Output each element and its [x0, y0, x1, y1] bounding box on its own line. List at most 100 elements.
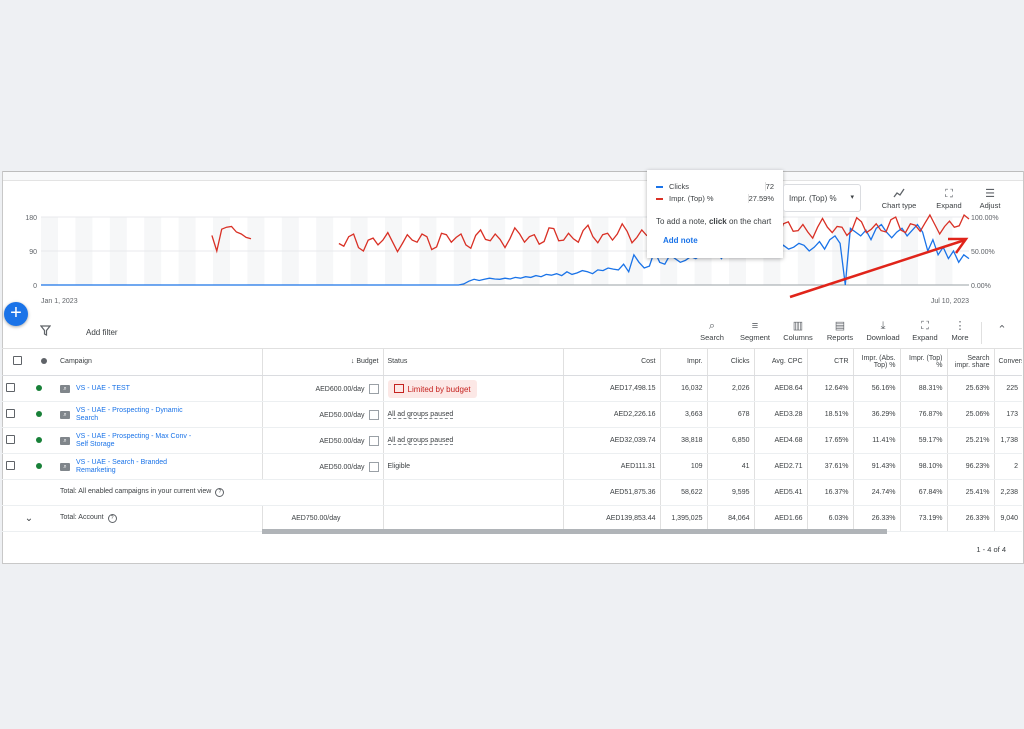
- cost-column-header[interactable]: Cost: [562, 348, 660, 376]
- clicks-column-header[interactable]: Clicks: [706, 348, 754, 376]
- cost-cell: AED32,039.74: [562, 427, 660, 454]
- row-checkbox[interactable]: [6, 461, 15, 470]
- impr-column-header[interactable]: Impr.: [659, 348, 707, 376]
- reports-button[interactable]: ▤ Reports: [823, 320, 857, 342]
- impr-cell: 38,818: [659, 427, 707, 454]
- x-end-label: Jul 10, 2023: [931, 298, 969, 305]
- row-select-cell[interactable]: [2, 375, 32, 402]
- collapse-button[interactable]: ⌃: [994, 324, 1010, 337]
- annotation-arrow: [789, 237, 969, 299]
- search-button[interactable]: ⌕ Search: [697, 320, 727, 342]
- left-axis-tick-label: 0: [33, 283, 37, 290]
- metric-select[interactable]: Impr. (Top) % ▾: [783, 184, 861, 212]
- help-icon[interactable]: ?: [107, 514, 117, 523]
- campaign-cell: ⌕ VS - UAE - TEST: [56, 375, 262, 402]
- line-chart-icon: [878, 188, 920, 201]
- status-text: Limited by budget: [407, 384, 471, 394]
- campaign-cell: ⌕ VS - UAE - Prospecting - Dynamic Search: [56, 401, 262, 428]
- table-expand-button[interactable]: ⛶ Expand: [908, 320, 942, 342]
- row-select-cell[interactable]: [2, 401, 32, 428]
- campaign-link[interactable]: VS - UAE - Search - Branded Remarketing: [76, 458, 168, 474]
- budget-cell: AED50.00/day: [261, 427, 383, 454]
- table-row[interactable]: ⌕ VS - UAE - Search - Branded Remarketing…: [2, 453, 1022, 480]
- expand-icon: ⛶: [945, 188, 953, 200]
- expand-icon: ⛶: [921, 320, 929, 332]
- budget-chart-icon[interactable]: [368, 435, 379, 446]
- reports-label: Reports: [826, 333, 854, 342]
- status-text[interactable]: All ad groups paused: [387, 411, 454, 419]
- table-row[interactable]: ⌕ VS - UAE - Prospecting - Dynamic Search…: [2, 401, 1022, 428]
- campaign-link[interactable]: VS - UAE - Prospecting - Dynamic Search: [76, 406, 183, 422]
- add-campaign-button[interactable]: +: [4, 302, 28, 326]
- select-all-cell[interactable]: [2, 348, 32, 376]
- columns-button[interactable]: ▥ Columns: [780, 320, 816, 342]
- search-share-cell: 96.23%: [946, 453, 994, 480]
- budget-chart-icon[interactable]: [368, 461, 379, 472]
- impr-cell: 3,663: [659, 401, 707, 428]
- ctr-column-header[interactable]: CTR: [806, 348, 853, 376]
- chart-tooltip: Clicks 72 Impr. (Top) % 27.59% To add a …: [647, 170, 783, 258]
- row-status-cell: [32, 401, 56, 428]
- campaigns-table: Campaign ↓ Budget Status Cost Impr. Clic…: [2, 348, 1022, 532]
- row-status-cell: [32, 375, 56, 402]
- empty-cell: [382, 505, 563, 532]
- search-icon: ⌕: [708, 320, 716, 332]
- row-checkbox[interactable]: [6, 409, 15, 418]
- segment-button[interactable]: ≡ Segment: [737, 320, 773, 342]
- impr-cell: 58,622: [659, 479, 707, 506]
- add-filter-button[interactable]: Add filter: [86, 328, 118, 337]
- status-cell: All ad groups paused: [382, 427, 563, 454]
- series-line-impr-top-: [211, 225, 252, 254]
- help-icon[interactable]: ?: [215, 488, 225, 497]
- limited-by-budget-badge[interactable]: Limited by budget: [387, 379, 477, 398]
- search-share-column-header[interactable]: Search impr. share: [946, 348, 994, 376]
- abs-top-column-header[interactable]: Impr. (Abs. Top) %: [852, 348, 900, 376]
- campaign-cell: ⌕ VS - UAE - Prospecting - Max Conv - Sel…: [56, 427, 262, 454]
- ctr-cell: 37.61%: [806, 453, 853, 480]
- more-button[interactable]: ⋮ More: [946, 320, 974, 342]
- download-button[interactable]: ⤓ Download: [864, 320, 902, 342]
- conversions-cell: 1,738: [993, 427, 1022, 454]
- budget-value: AED50.00/day: [319, 411, 365, 419]
- row-checkbox[interactable]: [6, 383, 15, 392]
- filter-icon[interactable]: [39, 325, 52, 339]
- budget-cell: AED50.00/day: [261, 453, 383, 480]
- avg-cpc-column-header[interactable]: Avg. CPC: [753, 348, 807, 376]
- budget-chart-icon[interactable]: [368, 409, 379, 420]
- status-column-header[interactable]: Status: [382, 348, 563, 376]
- pagination-range: 1 - 4 of 4: [976, 545, 1006, 554]
- row-select-cell[interactable]: [2, 427, 32, 454]
- search-campaign-icon: ⌕: [60, 384, 70, 393]
- clicks-cell: 678: [706, 401, 754, 428]
- left-axis-tick-label: 90: [29, 249, 37, 256]
- expand-toggle-cell[interactable]: ⌄: [2, 505, 56, 532]
- chart-expand-button[interactable]: ⛶ Expand: [932, 188, 966, 210]
- table-row[interactable]: ⌕ VS - UAE - Prospecting - Max Conv - Sel…: [2, 427, 1022, 454]
- campaign-column-header[interactable]: Campaign: [56, 348, 262, 376]
- add-note-link[interactable]: Add note: [663, 236, 698, 245]
- impr-cell: 1,395,025: [659, 505, 707, 532]
- top-cell: 73.19%: [899, 505, 947, 532]
- top-cell: 98.10%: [899, 453, 947, 480]
- horizontal-scrollbar[interactable]: [262, 529, 887, 534]
- empty-cell: [32, 479, 56, 506]
- ctr-cell: 17.65%: [806, 427, 853, 454]
- chart-adjust-button[interactable]: ☰ Adjust: [974, 188, 1006, 210]
- chart-type-button[interactable]: Chart type: [878, 188, 920, 210]
- budget-column-header[interactable]: ↓ Budget: [261, 348, 383, 376]
- abs-top-cell: 24.74%: [852, 479, 900, 506]
- conversions-column-header[interactable]: Conversi: [993, 348, 1022, 376]
- budget-chart-icon[interactable]: [368, 383, 379, 394]
- chevron-down-icon[interactable]: ⌄: [24, 513, 34, 524]
- conversions-cell: 2,238: [993, 479, 1022, 506]
- select-all-checkbox[interactable]: [12, 356, 22, 365]
- row-select-cell[interactable]: [2, 453, 32, 480]
- row-checkbox[interactable]: [6, 435, 15, 444]
- chart-type-label: Chart type: [881, 201, 917, 210]
- table-row[interactable]: ⌕ VS - UAE - TEST AED600.00/day Limited b…: [2, 375, 1022, 402]
- campaign-link[interactable]: VS - UAE - Prospecting - Max Conv - Self…: [76, 432, 192, 448]
- status-text[interactable]: All ad groups paused: [387, 437, 454, 445]
- campaign-link[interactable]: VS - UAE - TEST: [76, 384, 130, 392]
- top-column-header[interactable]: Impr. (Top) %: [899, 348, 947, 376]
- table-expand-label: Expand: [912, 333, 938, 342]
